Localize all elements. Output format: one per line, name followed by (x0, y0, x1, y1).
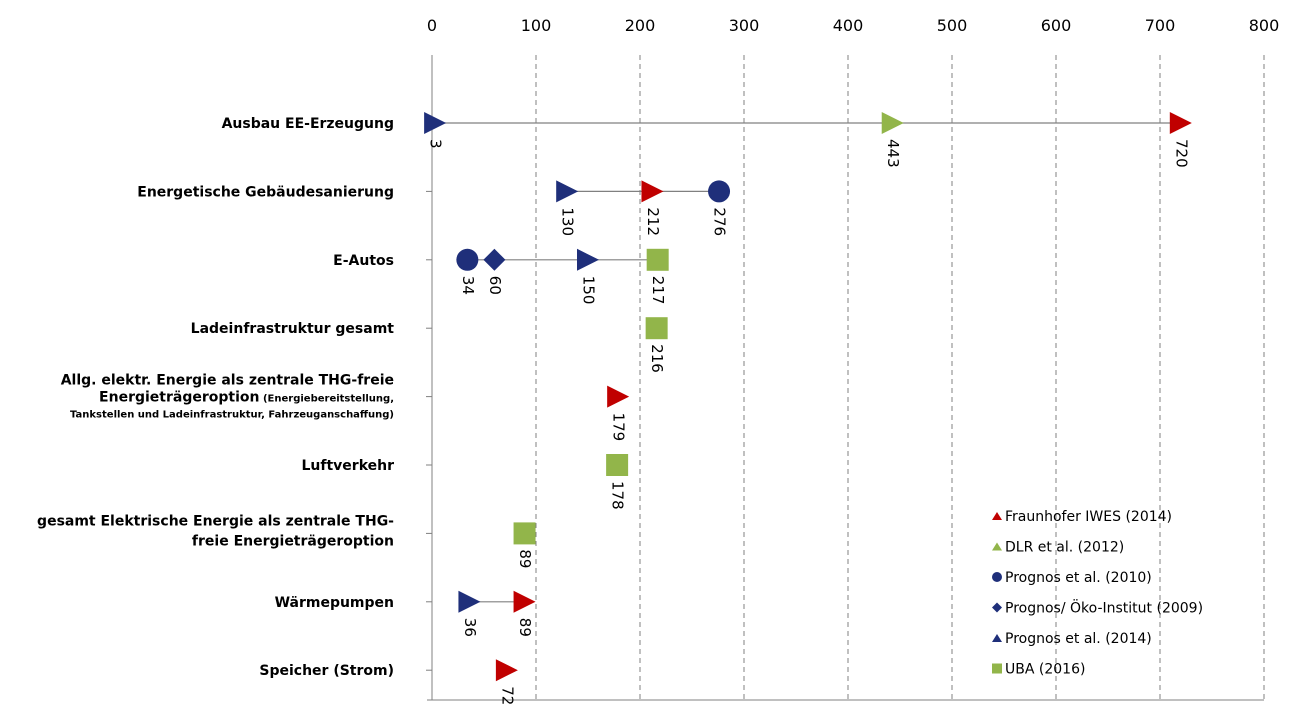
data-marker (607, 385, 630, 408)
data-label: 212 (644, 207, 662, 236)
category-label: Energetische Gebäudesanierung (137, 184, 394, 200)
data-marker (881, 112, 904, 134)
legend-label: UBA (2016) (1005, 662, 1085, 678)
legend-label: Prognos/ Öko-Institut (2009) (1005, 599, 1203, 617)
data-label: 720 (1172, 139, 1190, 168)
x-tick-label: 100 (521, 16, 552, 35)
data-label: 179 (610, 413, 628, 442)
data-label: 178 (609, 481, 627, 510)
category-label: Luftverkehr (302, 458, 395, 474)
data-marker (483, 248, 506, 271)
data-marker (556, 180, 579, 203)
category-label: Ausbau EE-Erzeugung (222, 116, 394, 132)
legend-item: UBA (2016) (992, 662, 1085, 678)
category-label: E-Autos (333, 253, 394, 269)
data-label: 89 (516, 549, 534, 568)
legend-label: Prognos et al. (2010) (1005, 570, 1152, 586)
x-tick-label: 600 (1041, 16, 1072, 35)
data-marker (456, 248, 479, 271)
x-tick-label: 200 (625, 16, 656, 35)
data-label: 36 (461, 618, 479, 637)
category-label: Energieträgeroption (Energiebereitstellu… (99, 390, 394, 406)
x-tick-label: 0 (427, 16, 437, 35)
data-marker (577, 248, 599, 271)
category-labels: Ausbau EE-Erzeugung Energetische Gebäudes… (37, 116, 394, 679)
category-label: Allg. elektr. Energie als zentrale THG-f… (61, 373, 394, 389)
legend-label: DLR et al. (2012) (1005, 540, 1124, 556)
legend-marker (992, 663, 1002, 674)
legend-marker (992, 512, 1002, 520)
legend-item: Prognos et al. (2014) (992, 631, 1152, 647)
data-marker (458, 590, 481, 613)
x-tick-label: 400 (833, 16, 864, 35)
data-marker (495, 659, 518, 682)
data-label: 60 (486, 276, 504, 295)
data-label: 150 (580, 276, 598, 305)
data-marker (645, 317, 668, 340)
data-labels: 720 212 179 89 72 443 276 34 60 3 130 150 36 217 216 17… (427, 139, 1191, 704)
x-tick-label: 800 (1249, 16, 1280, 35)
data-label: 89 (516, 618, 534, 637)
legend-marker (992, 602, 1002, 613)
x-tick-label: 700 (1145, 16, 1176, 35)
data-label: 130 (559, 207, 577, 236)
data-marker (606, 454, 629, 476)
category-label: Speicher (Strom) (259, 663, 394, 679)
data-marker (641, 180, 664, 203)
data-marker (513, 590, 536, 613)
x-tick-label: 500 (937, 16, 968, 35)
data-label: 72 (498, 686, 516, 704)
category-label: Tankstellen und Ladeinfrastruktur, Fahrz… (70, 410, 394, 421)
legend-item: Prognos et al. (2010) (992, 570, 1152, 586)
data-label: 276 (711, 207, 729, 236)
legend-label: Fraunhofer IWES (2014) (1005, 509, 1172, 525)
data-marker (708, 180, 731, 203)
legend-marker (992, 542, 1002, 551)
x-tick-label: 300 (729, 16, 760, 35)
data-label: 3 (427, 139, 445, 149)
data-label: 216 (648, 344, 666, 373)
axes (426, 55, 1264, 701)
legend-item: DLR et al. (2012) (992, 540, 1124, 556)
legend-marker (992, 572, 1002, 582)
legend: Fraunhofer IWES (2014) DLR et al. (2012) P… (992, 509, 1203, 678)
legend-marker (992, 634, 1002, 642)
data-marker (1169, 112, 1192, 134)
range-lines (435, 122, 1181, 603)
category-label: freie Energieträgeroption (192, 533, 394, 549)
legend-item: Fraunhofer IWES (2014) (992, 509, 1172, 525)
category-label: gesamt Elektrische Energie als zentrale … (37, 513, 394, 529)
legend-label: Prognos et al. (2014) (1005, 631, 1152, 647)
category-label: Ladeinfrastruktur gesamt (191, 321, 395, 337)
data-marker (424, 112, 447, 134)
legend-item: Prognos/ Öko-Institut (2009) (992, 599, 1203, 617)
data-markers (424, 112, 1192, 682)
data-label: 34 (459, 276, 477, 295)
data-marker (513, 522, 536, 545)
x-tick-labels: 0 100 200 300 400 500 600 700 800 (427, 16, 1279, 35)
category-label: Wärmepumpen (275, 595, 394, 611)
data-label: 443 (884, 139, 902, 168)
data-marker (646, 248, 669, 271)
data-label: 217 (649, 276, 667, 305)
